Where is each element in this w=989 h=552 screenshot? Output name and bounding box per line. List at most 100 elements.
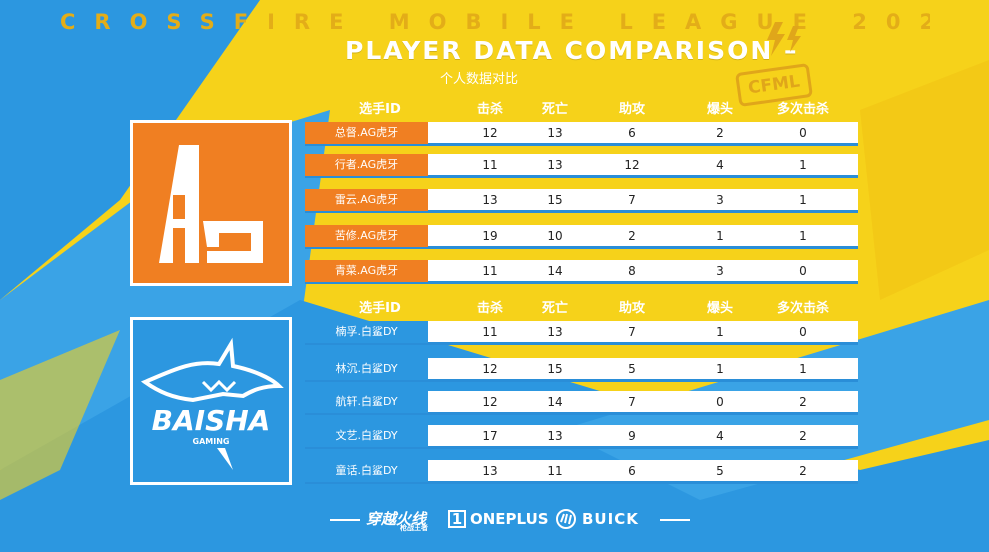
- stat-multikills: 1: [799, 362, 807, 376]
- stat-deaths: 15: [547, 193, 563, 207]
- baisha-logo-text: BAISHA: [152, 404, 271, 437]
- stat-multikills: 0: [799, 126, 807, 140]
- stat-assists: 7: [628, 395, 636, 409]
- player-name: 童话.白鲨DY: [305, 460, 428, 482]
- table-header-baisha: 选手ID 击杀 死亡 助攻 爆头 多次击杀: [0, 297, 989, 317]
- stat-headshots: 4: [716, 429, 724, 443]
- stat-multikills: 2: [799, 395, 807, 409]
- sponsor-divider: [330, 519, 360, 521]
- baisha-logo-subtext: GAMING: [193, 437, 230, 446]
- stat-headshots: 2: [716, 126, 724, 140]
- col-player-id: 选手ID: [359, 301, 401, 316]
- stat-headshots: 3: [716, 264, 724, 278]
- buick-icon: [556, 509, 576, 529]
- table-row: 航轩.白鲨DY 12 14 7 0 2: [305, 391, 858, 415]
- col-headshots: 爆头: [706, 301, 733, 316]
- stat-deaths: 11: [547, 464, 563, 478]
- table-row: 林沉.白鲨DY 12 15 5 1 1: [305, 358, 858, 382]
- page-subtitle: 个人数据对比: [440, 72, 519, 87]
- col-assists: 助攻: [618, 301, 645, 316]
- stat-multikills: 1: [799, 229, 807, 243]
- stat-assists: 5: [628, 362, 636, 376]
- stat-multikills: 2: [799, 429, 807, 443]
- table-header-ag: 选手ID 击杀 死亡 助攻 爆头 多次击杀: [0, 98, 989, 118]
- player-name: 雷云.AG虎牙: [305, 189, 428, 211]
- shark-logo-icon: BAISHA GAMING: [140, 337, 284, 470]
- stat-multikills: 0: [799, 264, 807, 278]
- page-title: PLAYER DATA COMPARISON –: [345, 36, 799, 65]
- table-row: 楠孚.白鲨DY 11 13 7 1 0: [305, 321, 858, 345]
- stat-deaths: 15: [547, 362, 563, 376]
- stat-multikills: 1: [799, 193, 807, 207]
- stat-deaths: 13: [547, 126, 563, 140]
- stat-assists: 12: [624, 158, 640, 172]
- sponsor-divider: [660, 519, 690, 521]
- table-row: 青菜.AG虎牙 11 14 8 3 0: [305, 260, 858, 284]
- stat-headshots: 3: [716, 193, 724, 207]
- stat-kills: 19: [482, 229, 498, 243]
- stat-kills: 12: [482, 362, 498, 376]
- stat-multikills: 0: [799, 325, 807, 339]
- sponsor-cf-sub: 枪战王者: [400, 524, 428, 532]
- stat-deaths: 13: [547, 325, 563, 339]
- col-assists: 助攻: [618, 102, 645, 117]
- col-multikills: 多次击杀: [776, 301, 829, 316]
- player-name: 林沉.白鲨DY: [305, 358, 428, 380]
- sponsor-cf-logo: 穿越火线: [366, 510, 427, 528]
- stat-headshots: 1: [716, 325, 724, 339]
- stat-assists: 6: [628, 126, 636, 140]
- player-name: 总督.AG虎牙: [305, 122, 428, 144]
- stat-kills: 11: [482, 158, 498, 172]
- stat-headshots: 1: [716, 362, 724, 376]
- stat-deaths: 14: [547, 264, 563, 278]
- table-row: 苦修.AG虎牙 19 10 2 1 1: [305, 225, 858, 249]
- player-name: 航轩.白鲨DY: [305, 391, 428, 413]
- player-name: 行者.AG虎牙: [305, 154, 428, 176]
- stat-kills: 13: [482, 193, 498, 207]
- ag-logo-icon: AG: [159, 145, 263, 263]
- stat-headshots: 0: [716, 395, 724, 409]
- player-name: 楠孚.白鲨DY: [305, 321, 428, 343]
- sponsor-bar: 穿越火线 枪战王者 1 ONEPLUS BUICK: [330, 508, 690, 532]
- stat-kills: 11: [482, 264, 498, 278]
- stat-deaths: 13: [547, 429, 563, 443]
- sponsor-buick: BUICK: [582, 510, 639, 528]
- table-row: 文艺.白鲨DY 17 13 9 4 2: [305, 425, 858, 449]
- player-name: 文艺.白鲨DY: [305, 425, 428, 447]
- stat-assists: 7: [628, 193, 636, 207]
- player-name: 苦修.AG虎牙: [305, 225, 428, 247]
- stat-multikills: 2: [799, 464, 807, 478]
- stat-deaths: 14: [547, 395, 563, 409]
- stat-assists: 7: [628, 325, 636, 339]
- stat-deaths: 10: [547, 229, 563, 243]
- col-player-id: 选手ID: [359, 102, 401, 117]
- stat-assists: 9: [628, 429, 636, 443]
- sponsor-oneplus: ONEPLUS: [470, 510, 549, 528]
- stat-kills: 17: [482, 429, 498, 443]
- col-kills: 击杀: [476, 301, 503, 316]
- table-row: 雷云.AG虎牙 13 15 7 3 1: [305, 189, 858, 213]
- stat-assists: 6: [628, 464, 636, 478]
- stat-kills: 13: [482, 464, 498, 478]
- player-name: 青菜.AG虎牙: [305, 260, 428, 282]
- col-headshots: 爆头: [706, 102, 733, 117]
- stat-headshots: 4: [716, 158, 724, 172]
- table-row: 行者.AG虎牙 11 13 12 4 1: [305, 154, 858, 178]
- col-kills: 击杀: [476, 102, 503, 117]
- stat-deaths: 13: [547, 158, 563, 172]
- lightning-icon: [767, 22, 801, 56]
- stat-assists: 2: [628, 229, 636, 243]
- col-multikills: 多次击杀: [776, 102, 829, 117]
- team-logo-ag: AG: [130, 120, 292, 286]
- stat-headshots: 5: [716, 464, 724, 478]
- team-logo-baisha: BAISHA GAMING: [130, 317, 292, 485]
- stat-kills: 12: [482, 126, 498, 140]
- col-deaths: 死亡: [541, 102, 568, 117]
- stat-kills: 12: [482, 395, 498, 409]
- table-row: 总督.AG虎牙 12 13 6 2 0: [305, 122, 858, 146]
- stat-kills: 11: [482, 325, 498, 339]
- col-deaths: 死亡: [541, 301, 568, 316]
- league-banner: CROSSFIRE MOBILE LEAGUE 2020: [60, 10, 930, 34]
- stat-headshots: 1: [716, 229, 724, 243]
- table-row: 童话.白鲨DY 13 11 6 5 2: [305, 460, 858, 484]
